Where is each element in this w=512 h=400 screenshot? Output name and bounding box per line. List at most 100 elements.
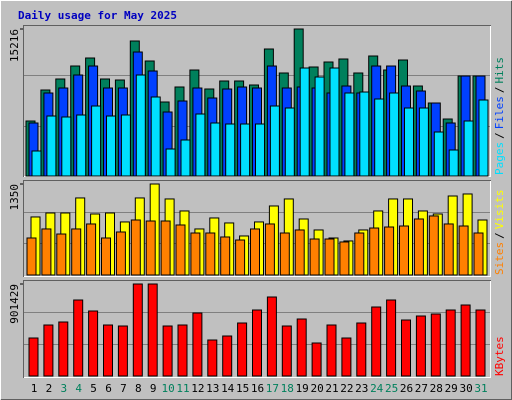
bar [329, 67, 340, 177]
bar [404, 107, 414, 177]
x-tick-label: 11 [176, 382, 189, 395]
bar [235, 239, 246, 276]
legend-entry: Pages [493, 142, 506, 175]
bar [41, 228, 52, 276]
x-tick-label: 5 [90, 382, 97, 395]
x-tick-label: 28 [430, 382, 443, 395]
bar [43, 324, 54, 377]
panel-bevel-light [24, 281, 491, 378]
bar [359, 91, 370, 177]
bar [160, 220, 171, 276]
bar [475, 309, 486, 377]
bar [384, 226, 395, 276]
bar [326, 324, 337, 377]
bar [250, 228, 260, 276]
bar [418, 107, 429, 177]
x-tick-label: 18 [281, 382, 294, 395]
panel-bevel-light [24, 181, 491, 277]
bar [371, 306, 382, 377]
bar [205, 232, 216, 276]
bar [88, 310, 99, 377]
bar [478, 99, 489, 177]
bar [413, 218, 424, 276]
bar [190, 232, 201, 276]
bar [309, 238, 320, 276]
bar [389, 92, 400, 177]
bar [192, 312, 203, 377]
bar [296, 318, 307, 377]
bar [399, 225, 409, 276]
bar [448, 149, 459, 177]
x-tick-label: 25 [385, 382, 398, 395]
x-tick-label: 24 [370, 382, 384, 395]
bar [299, 67, 310, 177]
bar [281, 325, 292, 377]
bar [101, 237, 111, 276]
x-tick-label: 17 [266, 382, 279, 395]
bar [71, 228, 82, 276]
bar [369, 227, 380, 276]
x-tick-label: 12 [191, 382, 204, 395]
x-tick-label: 10 [161, 382, 174, 395]
x-tick-label: 3 [60, 382, 67, 395]
bar [210, 122, 221, 177]
legend-separator: / [493, 132, 506, 139]
y-tick-label: 1350 [8, 184, 21, 211]
x-tick-label: 6 [105, 382, 112, 395]
bar [430, 313, 441, 377]
bar [195, 113, 206, 177]
bar [147, 283, 158, 377]
bar [225, 123, 236, 177]
bar [443, 223, 454, 276]
bar [58, 321, 69, 377]
x-tick-label: 23 [355, 382, 368, 395]
x-tick-label: 19 [296, 382, 309, 395]
bar [473, 232, 484, 276]
bar [445, 309, 456, 377]
bar [311, 342, 322, 377]
bar [91, 105, 102, 177]
x-tick-label: 9 [150, 382, 157, 395]
legend-separator: / [493, 232, 506, 239]
bar [76, 114, 87, 177]
bar [354, 232, 365, 276]
bar [264, 223, 275, 276]
bar [252, 309, 262, 377]
x-tick-label: 13 [206, 382, 219, 395]
bar [269, 105, 280, 177]
bar [356, 322, 367, 377]
x-tick-label: 29 [445, 382, 458, 395]
x-tick-label: 21 [325, 382, 338, 395]
bar [415, 315, 426, 377]
bar [120, 114, 131, 177]
x-tick-label: 20 [310, 382, 323, 395]
bar [130, 219, 141, 276]
bar [428, 215, 439, 276]
bar [463, 120, 474, 177]
bar [115, 231, 126, 276]
bar [117, 325, 128, 377]
legend: KBytes [493, 336, 506, 376]
bar [237, 322, 248, 377]
legend-entry: Hits [493, 57, 506, 84]
x-tick-label: 27 [415, 382, 428, 395]
bar [324, 238, 335, 276]
bar [135, 74, 146, 177]
bar [240, 123, 251, 177]
bar [344, 92, 355, 177]
bar [132, 283, 143, 377]
bar [266, 296, 277, 377]
bar [458, 225, 469, 276]
bar [165, 148, 176, 177]
bar [401, 319, 411, 377]
bar [61, 116, 72, 177]
bar [26, 237, 37, 276]
x-tick-label: 16 [251, 382, 264, 395]
bar [207, 339, 218, 377]
x-tick-label: 26 [400, 382, 413, 395]
x-tick-label: 31 [474, 382, 487, 395]
bar [145, 220, 156, 276]
bar [86, 223, 97, 276]
legend-entry: Files [493, 96, 506, 129]
x-tick-label: 4 [75, 382, 82, 395]
